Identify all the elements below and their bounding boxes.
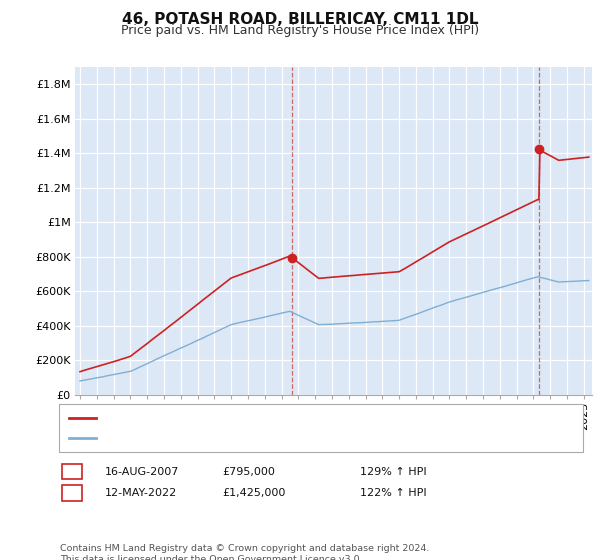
Text: 12-MAY-2022: 12-MAY-2022 [105,488,177,498]
Text: 2: 2 [68,488,76,498]
Text: Contains HM Land Registry data © Crown copyright and database right 2024.
This d: Contains HM Land Registry data © Crown c… [60,544,430,560]
Text: HPI: Average price, detached house, Basildon: HPI: Average price, detached house, Basi… [102,433,351,443]
Text: 16-AUG-2007: 16-AUG-2007 [105,466,179,477]
Text: 129% ↑ HPI: 129% ↑ HPI [360,466,427,477]
Text: 46, POTASH ROAD, BILLERICAY, CM11 1DL (detached house): 46, POTASH ROAD, BILLERICAY, CM11 1DL (d… [102,413,433,423]
Text: 46, POTASH ROAD, BILLERICAY, CM11 1DL: 46, POTASH ROAD, BILLERICAY, CM11 1DL [122,12,478,27]
Text: Price paid vs. HM Land Registry's House Price Index (HPI): Price paid vs. HM Land Registry's House … [121,24,479,36]
Text: 1: 1 [68,466,76,477]
Text: £1,425,000: £1,425,000 [222,488,286,498]
Text: 122% ↑ HPI: 122% ↑ HPI [360,488,427,498]
Text: £795,000: £795,000 [222,466,275,477]
